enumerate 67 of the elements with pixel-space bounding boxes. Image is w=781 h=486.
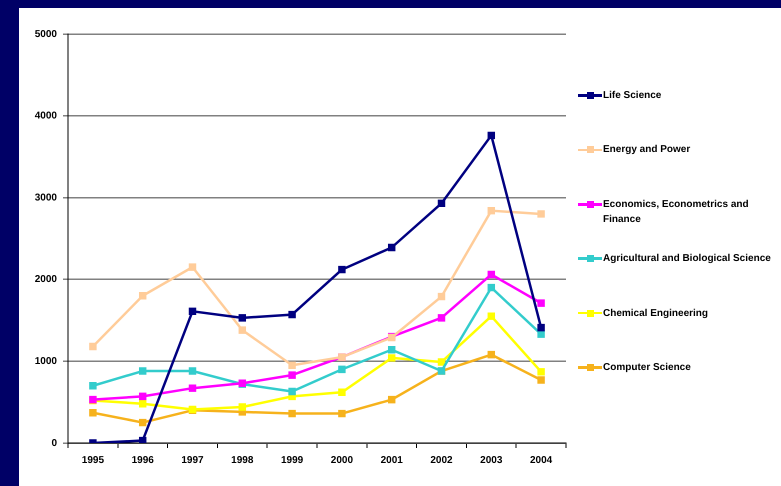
y-tick-label: 5000 [34,28,58,40]
x-tick-label: 1996 [132,454,154,466]
point [488,132,496,140]
point [138,400,146,408]
y-tick-label: 2000 [34,274,58,286]
point [488,350,496,358]
point [388,346,396,354]
legend-label: Agricultural and Biological Science [603,252,772,266]
point [288,362,296,370]
y-tick-label: 1000 [34,356,58,367]
point [238,314,246,322]
point [488,312,496,320]
y-tick-label: 3000 [34,192,58,204]
point [288,388,296,396]
point [138,292,146,300]
point [89,382,97,390]
legend-label: Computer Science [603,360,692,375]
legend-label: Energy and Power [603,143,692,158]
point [438,314,446,322]
point [188,308,196,316]
point [238,326,246,334]
point [388,354,396,362]
x-tick-label: 2000 [330,454,354,466]
legend-label: Chemical Engineering [603,306,710,321]
point [388,396,396,404]
x-tick-label: 2004 [530,454,553,466]
point [138,367,146,375]
point [388,244,396,252]
point [89,409,97,416]
point [188,384,196,392]
point [89,342,97,350]
point [188,263,196,271]
point [537,368,545,376]
point [338,266,346,274]
point [338,410,346,418]
point [338,388,346,396]
point [537,376,545,384]
point [537,299,545,307]
point [188,367,196,375]
point [238,403,246,411]
x-tick-label: 1998 [231,454,254,466]
x-tick-label: 2003 [480,454,503,466]
x-tick-label: 2002 [430,454,454,466]
x-tick-label: 1999 [280,454,304,466]
point [488,270,496,278]
point [488,284,496,292]
point [288,310,296,318]
point [438,292,446,300]
point [438,358,446,366]
point [138,392,146,400]
point [537,210,545,218]
point [537,330,545,338]
point [438,200,446,208]
point [138,418,146,426]
x-tick-label: 1997 [181,454,204,466]
x-tick-label: 1995 [82,454,104,466]
point [338,366,346,374]
point [537,324,545,332]
legend-label: Economics, Econometrics and Finance [603,198,750,227]
y-tick-label: 0 [51,438,58,449]
x-tick-label: 2001 [380,454,404,466]
point [488,206,496,214]
point [138,436,146,443]
point [288,371,296,379]
legend-label: Life Science [603,89,662,103]
y-tick-label: 4000 [34,110,58,122]
point [288,410,296,418]
